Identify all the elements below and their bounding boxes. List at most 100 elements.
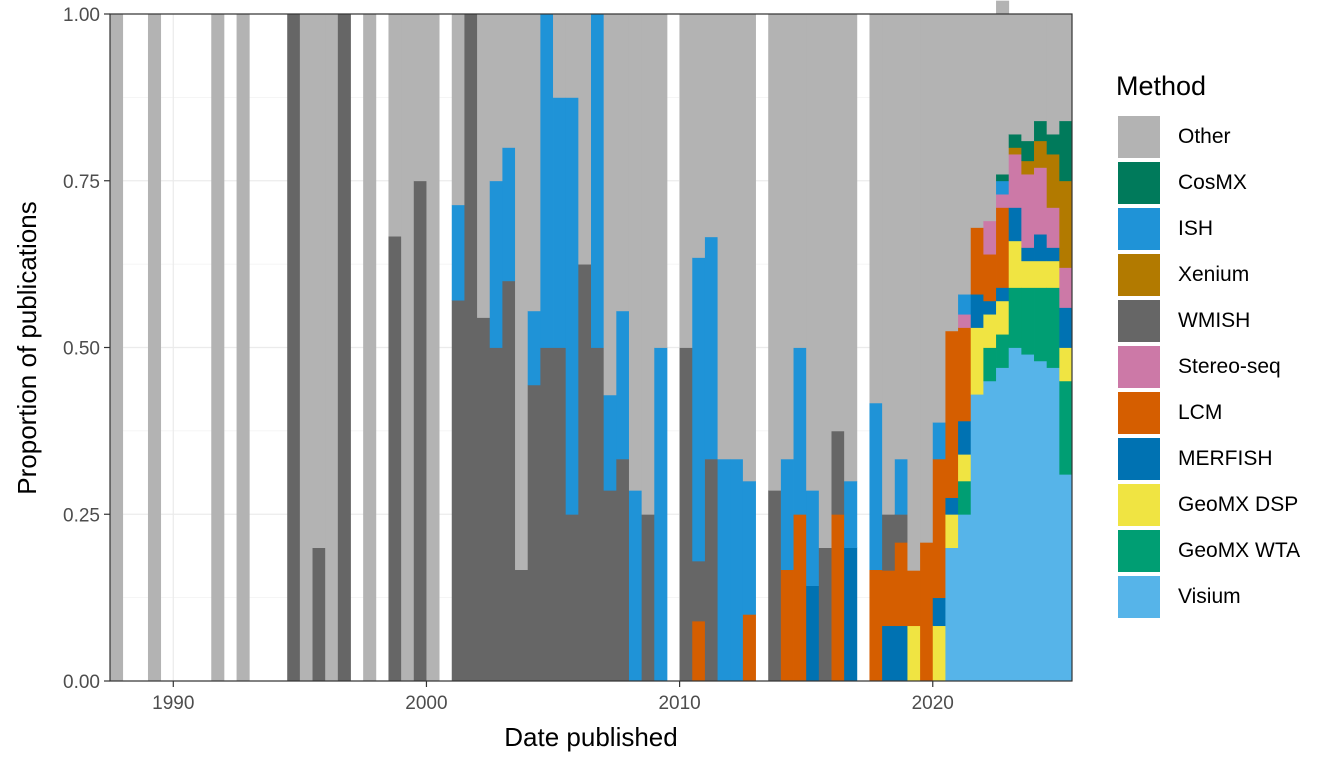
axes: 0.00 0.25 0.50 0.75 1.00 1990 2000 2010 2020	[63, 5, 954, 714]
bar-segment-geomx-dsp	[1034, 260, 1048, 288]
bar-segment-wmish	[515, 569, 529, 682]
bar-segment-stereo-seq	[996, 194, 1010, 208]
y-tick-label: 0.00	[63, 672, 100, 693]
legend-key-swatch	[1118, 484, 1160, 526]
bar-segment-other	[211, 14, 225, 682]
bar-segment-other	[110, 14, 124, 682]
bar-segment-wmish	[591, 347, 605, 682]
bar-segment-cosmx	[1008, 134, 1022, 148]
legend-item: GeoMX DSP	[1116, 482, 1336, 528]
bar-segment-lcm	[907, 570, 921, 627]
bar-segment-ish	[958, 294, 972, 315]
bar-segment-visium	[958, 514, 972, 682]
bar-segment-wmish	[768, 490, 782, 682]
bar-segment-other	[363, 14, 377, 682]
bar-segment-other	[388, 14, 402, 237]
bar-segment-wmish	[527, 384, 541, 682]
bar-segment-wmish	[641, 514, 655, 682]
bar-segment-wmish	[502, 280, 516, 682]
bar-segment-other	[401, 14, 415, 682]
legend-label: MERFISH	[1178, 447, 1273, 470]
bar-segment-geomx-wta	[983, 347, 997, 382]
bar-segment-other	[1059, 14, 1073, 122]
bar-segment-ish	[628, 490, 643, 682]
bar-segment-other	[742, 14, 756, 482]
x-tick-label: 2000	[405, 693, 447, 714]
bar-segment-other	[527, 14, 541, 312]
bar-segment-other	[894, 14, 908, 460]
bar-segment-xenium	[1008, 147, 1022, 155]
bar-segment-other	[616, 14, 630, 312]
bar-segment-ish	[806, 490, 820, 587]
legend-key-swatch	[1118, 254, 1160, 296]
legend-title: Method	[1116, 71, 1207, 101]
bar-segment-geomx-dsp	[932, 625, 946, 682]
legend: Method Other CosMX ISH Xenium WMISH Stereo-se…	[1116, 70, 1336, 620]
bar-segment-cosmx	[996, 174, 1010, 182]
bar-segment-other	[654, 14, 668, 348]
bar-segment-ish	[451, 204, 465, 301]
legend-item: CosMX	[1116, 160, 1336, 206]
bar-segment-wmish	[818, 547, 832, 682]
bar-segment-other	[299, 14, 313, 682]
bar-segment-wmish	[312, 547, 326, 682]
bar-segment-lcm	[793, 514, 807, 682]
bar-segment-other	[692, 14, 706, 258]
bar-segment-merfish	[1046, 247, 1060, 262]
bar-segment-other	[793, 14, 807, 348]
bar-segment-lcm	[831, 514, 845, 682]
bar-segment-wmish	[894, 514, 908, 543]
bar-segment-wmish	[616, 458, 630, 682]
bar-segment-geomx-dsp	[1059, 347, 1073, 382]
bar-segment-wmish	[831, 430, 845, 515]
legend-item: MERFISH	[1116, 436, 1336, 482]
x-tick-label: 2010	[658, 693, 700, 714]
bar-segment-xenium	[1059, 180, 1073, 268]
y-axis-label: Proportion of publications	[12, 201, 42, 494]
bar-segment-visium	[1021, 354, 1035, 682]
bar-segment-stereo-seq	[1034, 167, 1048, 235]
bar-segment-other	[1021, 14, 1035, 142]
bar-segment-ish	[780, 458, 794, 571]
bar-segment-visium	[1046, 367, 1060, 682]
x-tick-label: 1990	[152, 693, 194, 714]
bar-segment-visium	[945, 547, 959, 682]
bar-segment-wmish	[565, 514, 579, 682]
bar-segment-wmish	[553, 347, 567, 682]
bar-segment-other	[477, 14, 491, 318]
bar-segment-merfish	[1059, 307, 1073, 348]
legend-key-swatch	[1118, 576, 1160, 618]
legend-label: WMISH	[1178, 309, 1251, 332]
y-tick-label: 0.50	[63, 339, 100, 360]
bar-segment-stereo-seq	[983, 220, 997, 255]
bar-segment-wmish	[451, 300, 465, 682]
bar-segment-merfish	[958, 420, 972, 455]
bar-segment-visium	[1059, 474, 1073, 682]
bar-segment-other	[996, 0, 1010, 175]
bar-segment-wmish	[704, 458, 718, 682]
bar-segment-geomx-dsp	[983, 314, 997, 348]
bar-segment-visium	[970, 394, 984, 682]
bar-segment-geomx-dsp	[1021, 260, 1035, 288]
legend-key-swatch	[1118, 208, 1160, 250]
bar-segment-other	[1046, 14, 1060, 135]
bar-segment-ish	[692, 257, 706, 562]
legend-item: WMISH	[1116, 298, 1336, 344]
bar-segment-ish	[616, 310, 630, 460]
legend-label: CosMX	[1178, 171, 1247, 194]
legend-key-swatch	[1118, 438, 1160, 480]
bar-segment-geomx-dsp	[1008, 240, 1022, 288]
bar-segment-ish	[932, 422, 946, 460]
bar-segment-merfish	[844, 547, 858, 682]
y-tick-label: 1.00	[63, 5, 100, 26]
x-axis-label: Date published	[504, 722, 677, 752]
bar-segment-geomx-dsp	[945, 514, 959, 548]
bar-segment-stereo-seq	[1059, 267, 1073, 308]
legend-label: Other	[1178, 125, 1231, 148]
bar-segment-cosmx	[1046, 134, 1060, 155]
bar-segment-other	[717, 14, 731, 460]
legend-item: Other	[1116, 114, 1336, 160]
legend-key-swatch	[1118, 530, 1160, 572]
bar-segment-other	[704, 14, 718, 238]
bar-segment-wmish	[337, 14, 351, 682]
